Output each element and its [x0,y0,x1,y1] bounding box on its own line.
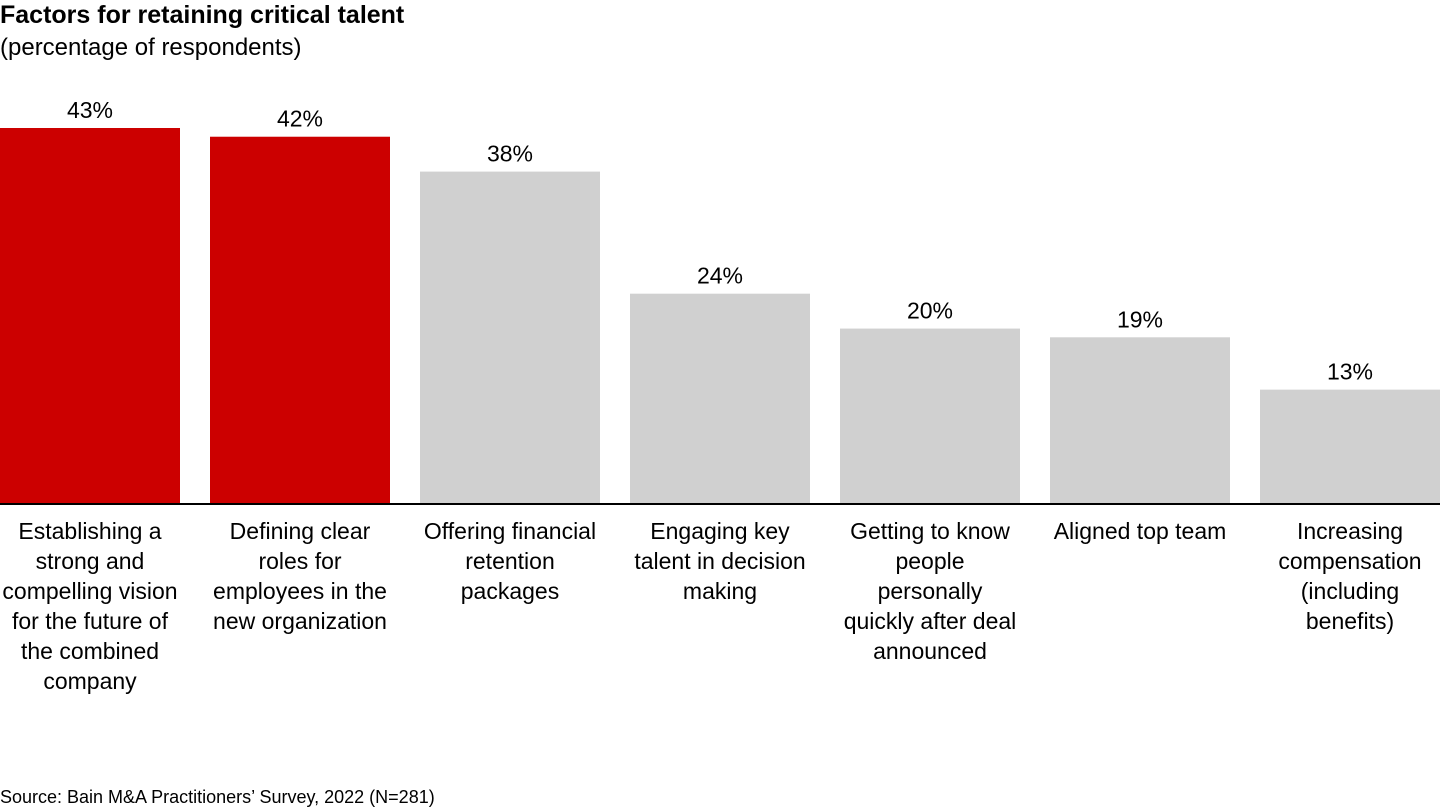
x-tick-label: Aligned top team [1053,518,1227,544]
source-note: Source: Bain M&A Practitioners’ Survey, … [0,787,435,807]
x-tick-label: Establishing a strong and compelling vis… [2,518,178,694]
bar [1050,337,1230,503]
value-label: 19% [1117,306,1163,332]
chart-title: Factors for retaining critical talent [0,1,405,29]
chart-subtitle: (percentage of respondents) [0,34,302,61]
x-tick-label: Offering financial retention packages [423,518,597,604]
bar [630,293,810,503]
bar [420,171,600,503]
value-label: 24% [697,263,743,289]
x-tick-label: Defining clear roles for employees in th… [213,518,387,634]
bar [210,136,390,503]
x-tick-label: Getting to know people personally quickl… [843,518,1017,664]
x-tick-label: Engaging key talent in decision making [634,518,806,604]
bar [840,328,1020,503]
x-tick-label: Increasing compensation (including benef… [1278,518,1422,634]
bar [0,128,180,503]
bar [1260,389,1440,503]
value-label: 20% [907,298,953,324]
value-label: 42% [277,106,323,132]
value-label: 13% [1327,359,1373,385]
value-label: 38% [487,141,533,167]
value-label: 43% [67,97,113,123]
